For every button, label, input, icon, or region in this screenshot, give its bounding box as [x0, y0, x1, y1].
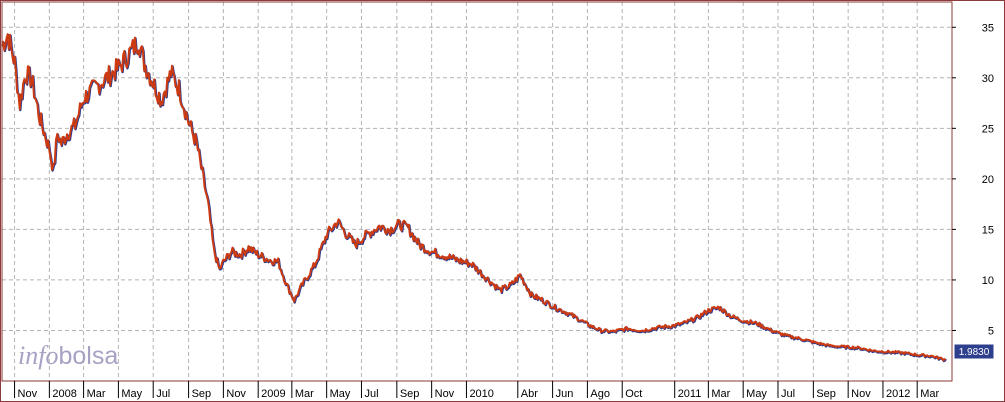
- svg-text:infobolsa: infobolsa: [18, 341, 118, 370]
- x-tick-label: Ago: [590, 388, 610, 400]
- x-axis: Nov 2008 Mar May Jul Sep Nov 2009 Mar May Jul Sep No…: [14, 381, 939, 400]
- x-tick-label: Sep: [400, 388, 420, 400]
- x-tick-label: May: [121, 388, 142, 400]
- y-tick-label: 10: [982, 275, 994, 287]
- y-tick-label: 5: [988, 325, 994, 337]
- x-tick-label: Jul: [156, 388, 170, 400]
- x-tick-label: 2010: [469, 388, 493, 400]
- x-tick-label: Jul: [781, 388, 795, 400]
- price-series: [1, 33, 947, 363]
- infobolsa-watermark: infobolsa: [18, 341, 118, 370]
- x-tick-label: Nov: [18, 388, 38, 400]
- x-tick-label: Jun: [556, 388, 574, 400]
- x-tick-label: Abr: [521, 388, 538, 400]
- x-tick-label: Mar: [295, 388, 314, 400]
- grid-lines: [2, 2, 952, 381]
- y-tick-label: 15: [982, 224, 994, 236]
- x-tick-label: Nov: [226, 388, 246, 400]
- watermark-info: info: [18, 341, 58, 370]
- x-tick-label: Sep: [816, 388, 836, 400]
- y-tick-label: 35: [982, 22, 994, 34]
- x-tick-label: Nov: [851, 388, 871, 400]
- plot-frame: [1, 1, 953, 382]
- y-tick-label: 20: [982, 174, 994, 186]
- last-value-badge: [953, 343, 995, 360]
- x-tick-label: Jul: [364, 388, 378, 400]
- watermark-bolsa: bolsa: [58, 342, 118, 370]
- y-tick-label: 30: [982, 73, 994, 85]
- x-tick-label: 2011: [678, 388, 702, 400]
- y-axis: 5 10 15 20 25 30 35: [952, 22, 994, 337]
- x-tick-label: Mar: [87, 388, 106, 400]
- x-tick-label: 2009: [261, 388, 285, 400]
- price-series-line: [1, 33, 947, 362]
- last-value-text: 1.9830: [959, 347, 990, 358]
- last-value-label: 1.9830: [953, 343, 995, 360]
- x-tick-label: May: [746, 388, 767, 400]
- x-tick-label: 2012: [886, 388, 910, 400]
- x-tick-label: 2008: [52, 388, 76, 400]
- x-tick-label: Oct: [625, 388, 642, 400]
- x-tick-label: Sep: [192, 388, 212, 400]
- x-tick-label: Nov: [435, 388, 455, 400]
- x-tick-label: Mar: [711, 388, 730, 400]
- y-tick-label: 25: [982, 123, 994, 135]
- x-tick-label: Mar: [920, 388, 939, 400]
- x-tick-label: May: [330, 388, 351, 400]
